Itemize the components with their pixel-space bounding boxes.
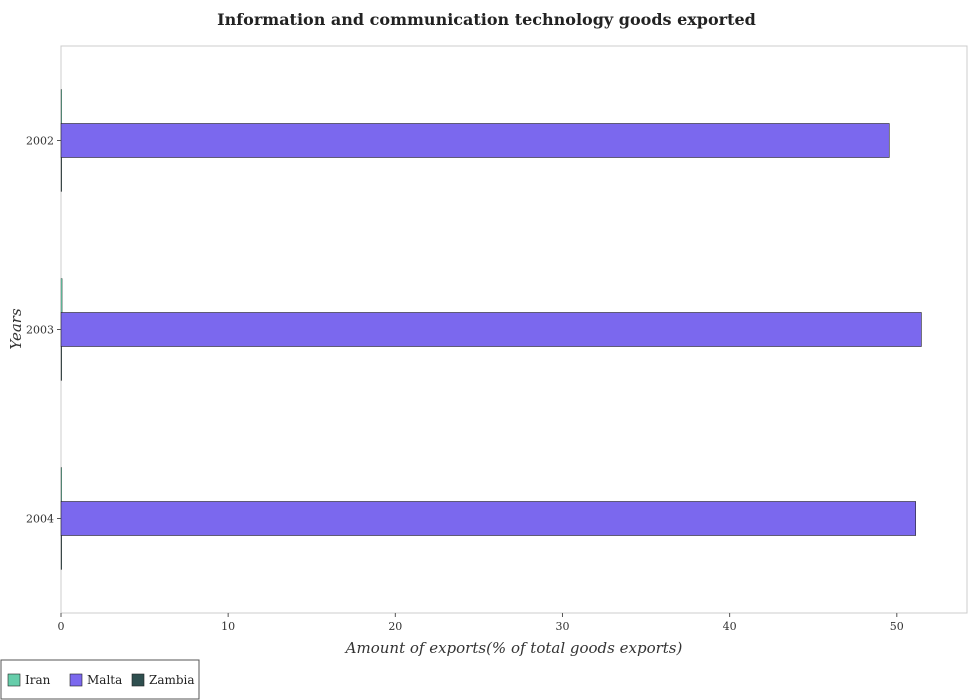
bar-malta-2003 [60,312,922,347]
y-axis-label: Years [7,308,25,350]
y-axis-ticks: 2002 2003 2004 [26,135,61,526]
bar-malta-2004 [60,501,916,536]
x-tick-label: 20 [388,620,402,633]
chart-title: Information and communication technology… [217,10,756,29]
legend-swatch-iran [7,673,21,687]
y-tick-label: 2003 [26,324,54,337]
bar-iran-2004 [60,467,62,502]
x-axis-ticks: 0 10 20 30 40 50 [58,613,904,633]
legend-label-zambia: Zambia [149,673,195,687]
legend-swatch-malta [69,673,83,687]
x-tick-label: 0 [58,620,65,633]
bar-iran-2002 [60,89,62,124]
x-tick-label: 50 [890,620,904,633]
bar-zambia-2004 [60,535,62,570]
legend-box [0,659,200,700]
x-axis-label: Amount of exports(% of total goods expor… [344,639,683,657]
bar-zambia-2002 [60,157,62,192]
bars [60,89,922,570]
x-tick-label: 10 [221,620,235,633]
x-tick-label: 40 [723,620,737,633]
legend-label-iran: Iran [25,673,51,687]
legend-swatch-zambia [131,673,145,687]
legend-label-malta: Malta [87,673,122,687]
x-tick-label: 30 [555,620,569,633]
bar-malta-2002 [60,123,890,158]
y-tick-label: 2002 [26,135,54,148]
y-tick-label: 2004 [26,513,54,526]
bar-zambia-2003 [60,346,62,381]
bar-iran-2003 [60,278,63,313]
legend: Iran Malta Zambia [0,659,200,700]
